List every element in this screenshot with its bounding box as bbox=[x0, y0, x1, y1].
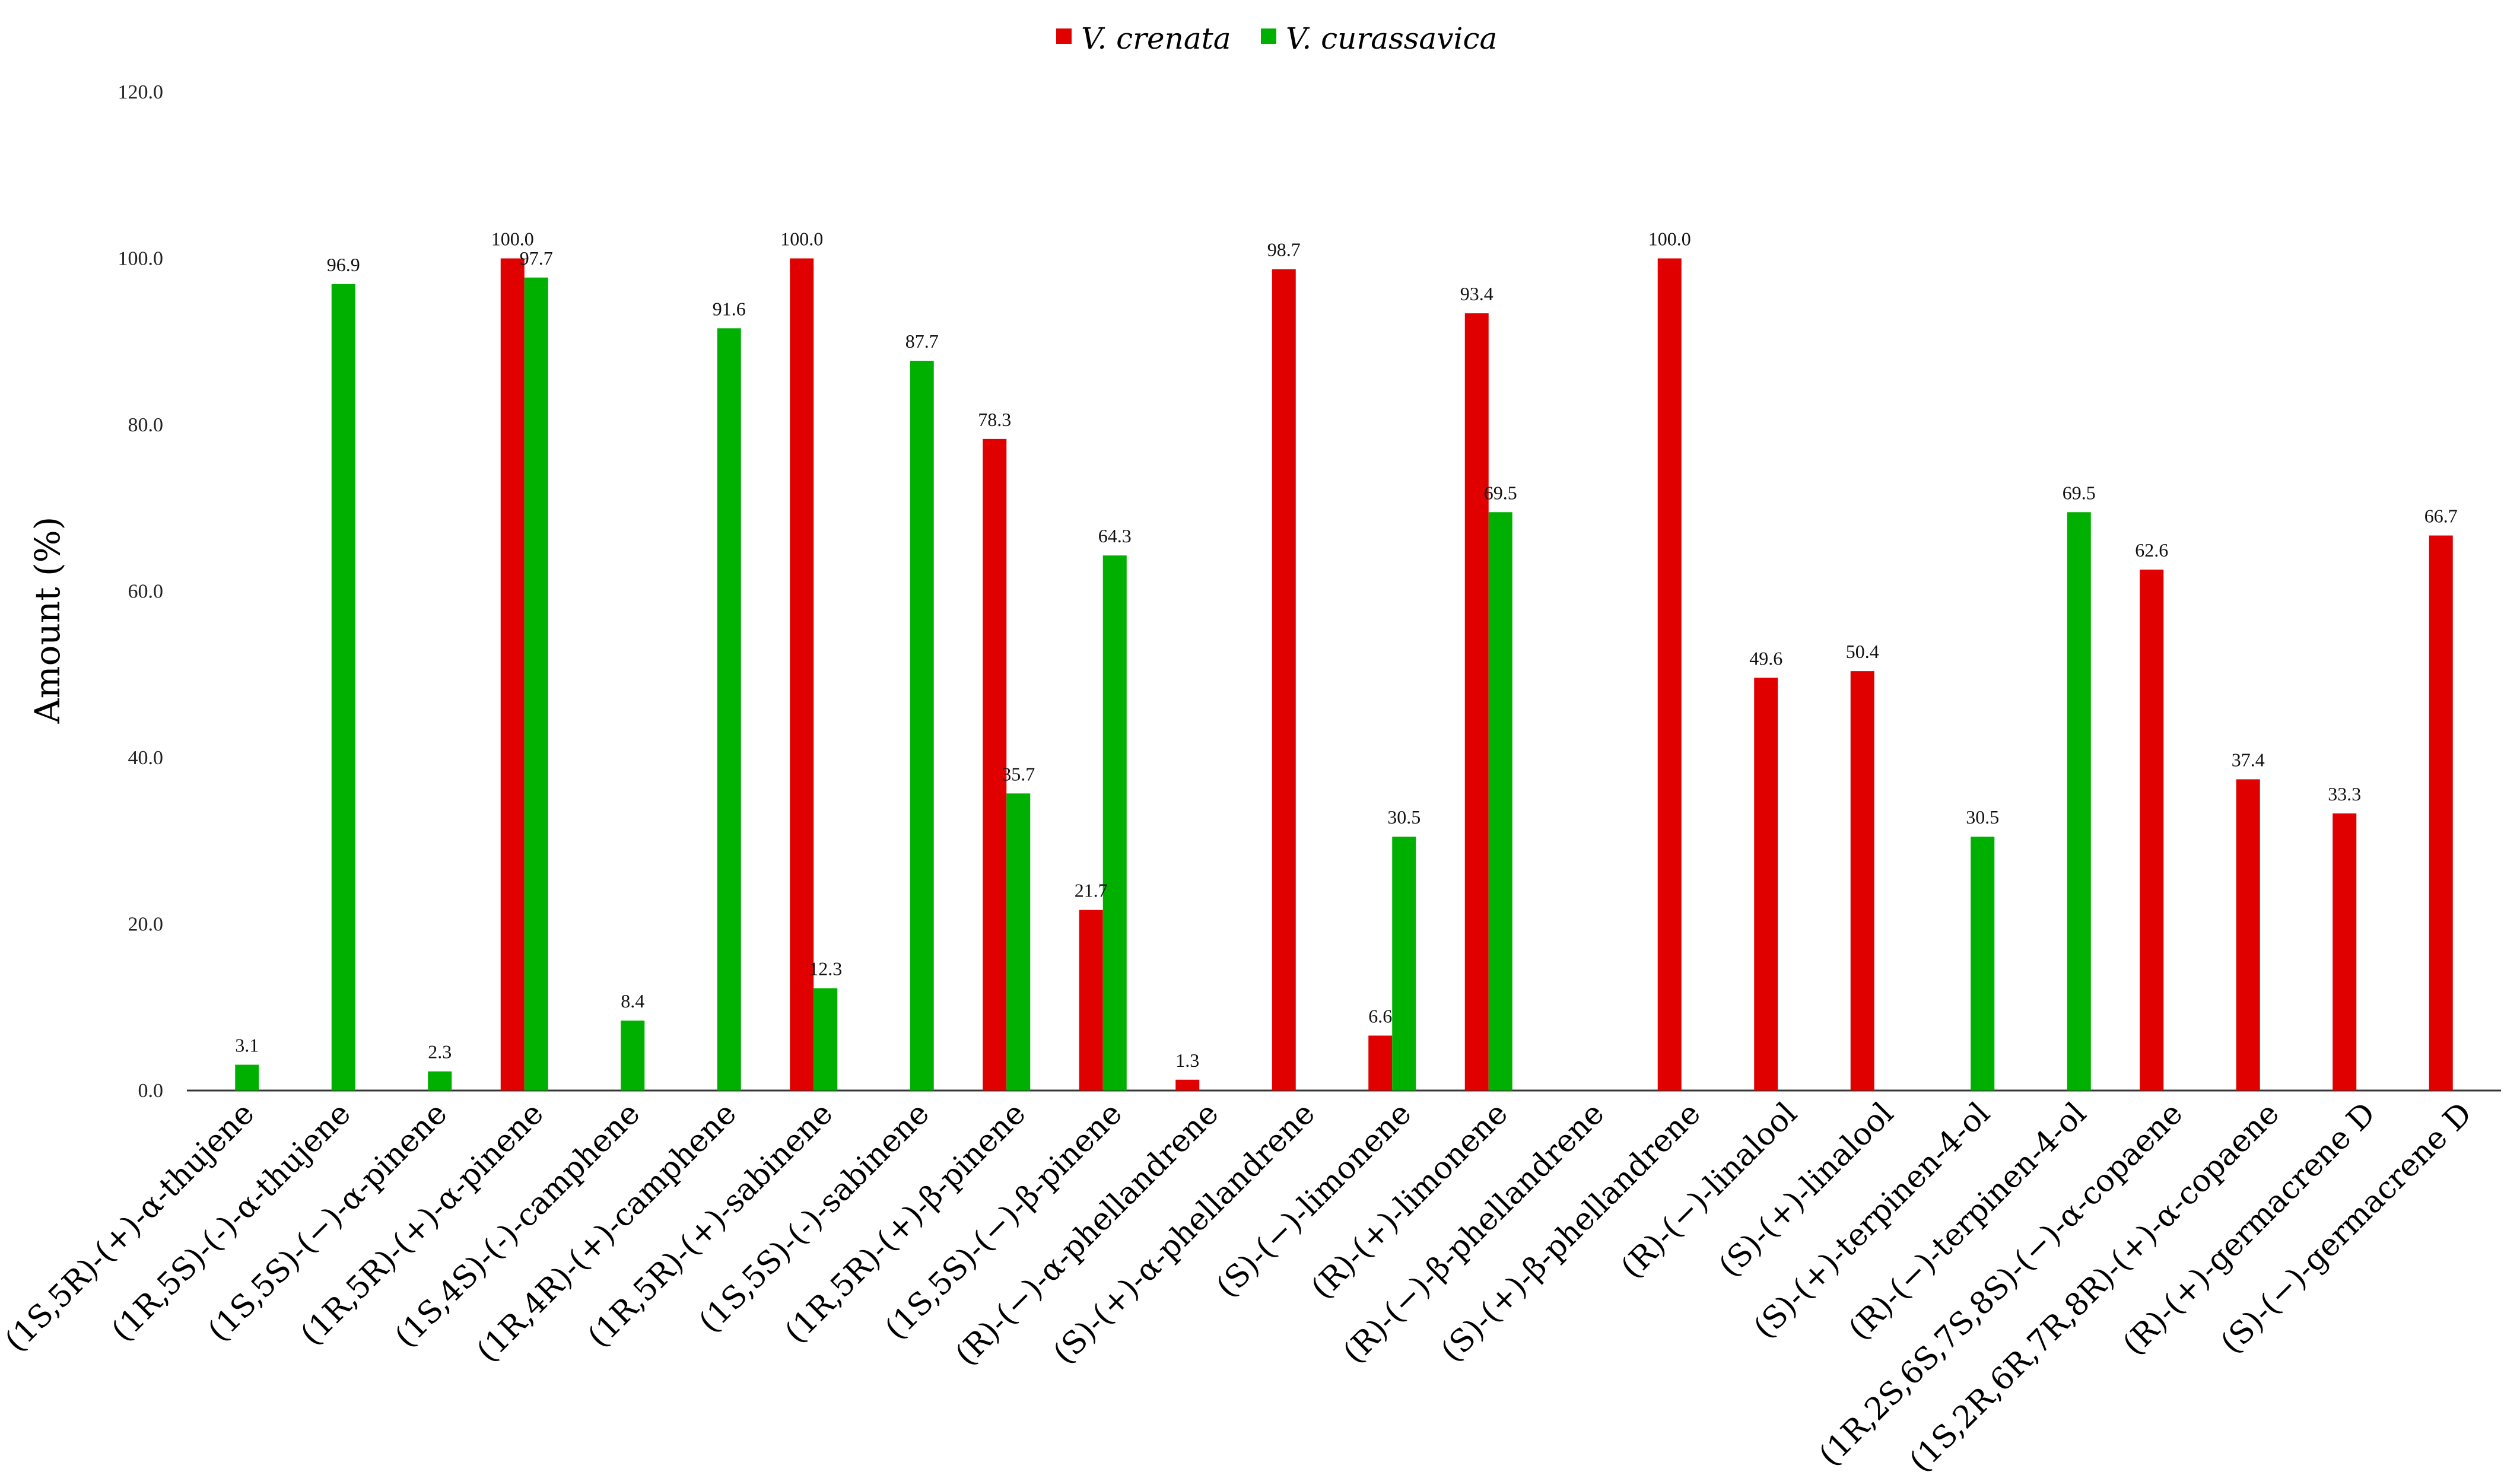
bar-curassavica bbox=[1102, 555, 1127, 1091]
y-tick-label: 120.0 bbox=[118, 81, 164, 103]
bar-crenata bbox=[1754, 678, 1778, 1091]
data-label: 21.7 bbox=[1075, 880, 1108, 901]
data-label: 33.3 bbox=[2328, 783, 2361, 805]
y-tick-label: 80.0 bbox=[128, 414, 164, 436]
bars bbox=[235, 258, 2453, 1091]
bar-curassavica bbox=[621, 1021, 645, 1091]
bar-crenata bbox=[1272, 269, 1296, 1091]
data-label: 69.5 bbox=[1484, 482, 1517, 503]
y-tick-label: 60.0 bbox=[128, 581, 164, 603]
bar-crenata bbox=[1079, 910, 1103, 1091]
data-label: 30.5 bbox=[1387, 806, 1421, 828]
bar-curassavica bbox=[235, 1064, 259, 1091]
bar-curassavica bbox=[1971, 837, 1995, 1091]
legend-swatch bbox=[1056, 28, 1072, 44]
bar-crenata bbox=[500, 258, 525, 1091]
data-label: 3.1 bbox=[235, 1035, 259, 1056]
data-label: 100.0 bbox=[780, 228, 823, 250]
data-label: 35.7 bbox=[1002, 763, 1035, 784]
bar-curassavica bbox=[1392, 837, 1416, 1091]
category-labels: (1S,5R)-(+)-α-thujene(1R,5S)-(-)-α-thuje… bbox=[0, 1096, 2479, 1475]
data-label: 66.7 bbox=[2424, 506, 2458, 527]
data-label: 69.5 bbox=[2063, 482, 2096, 503]
data-label: 6.6 bbox=[1368, 1005, 1392, 1026]
data-label: 100.0 bbox=[1648, 228, 1691, 250]
data-label: 37.4 bbox=[2232, 749, 2265, 770]
bar-crenata bbox=[983, 438, 1007, 1091]
data-label: 78.3 bbox=[978, 409, 1011, 430]
y-axis-ticks: 0.0 20.0 40.0 60.0 80.0 100.0 120.0 bbox=[118, 81, 164, 1102]
data-label: 97.7 bbox=[520, 247, 553, 269]
data-label: 93.4 bbox=[1460, 283, 1493, 304]
legend-label: V. crenata bbox=[1081, 21, 1231, 56]
bar-curassavica bbox=[910, 361, 934, 1091]
data-label: 8.4 bbox=[621, 990, 644, 1012]
data-label: 91.6 bbox=[713, 298, 746, 319]
category-label: (R)-(−)-linalool bbox=[1614, 1096, 1804, 1286]
bar-crenata bbox=[2332, 813, 2357, 1091]
data-label: 87.7 bbox=[905, 330, 939, 352]
bar-crenata bbox=[1464, 313, 1489, 1091]
bar-curassavica bbox=[1488, 512, 1512, 1091]
data-label: 62.6 bbox=[2135, 539, 2168, 561]
data-label: 12.3 bbox=[809, 958, 842, 979]
legend-label: V. curassavica bbox=[1286, 21, 1497, 56]
y-tick-label: 20.0 bbox=[128, 914, 164, 936]
bar-crenata bbox=[1175, 1079, 1200, 1091]
data-label: 50.4 bbox=[1846, 641, 1879, 662]
data-labels: 3.196.92.3100.097.78.491.6100.012.387.77… bbox=[235, 228, 2458, 1071]
bar-crenata bbox=[790, 258, 814, 1091]
bar-curassavica bbox=[428, 1071, 452, 1091]
bar-curassavica bbox=[1006, 793, 1031, 1091]
category-label: (S)-(+)-linalool bbox=[1712, 1096, 1901, 1285]
y-tick-label: 100.0 bbox=[118, 248, 164, 270]
data-label: 30.5 bbox=[1966, 806, 1999, 828]
bar-crenata bbox=[1657, 258, 1682, 1091]
bar-curassavica bbox=[813, 988, 838, 1091]
data-label: 96.9 bbox=[327, 254, 360, 275]
bar-crenata bbox=[2429, 535, 2453, 1091]
data-label: 1.3 bbox=[1175, 1050, 1199, 1071]
bar-curassavica bbox=[717, 328, 741, 1091]
data-label: 49.6 bbox=[1749, 647, 1782, 669]
y-axis-label: Amount (%) bbox=[27, 517, 68, 724]
y-tick-label: 0.0 bbox=[138, 1080, 164, 1102]
legend: V. crenata V. curassavica bbox=[1056, 21, 1497, 56]
bar-crenata bbox=[2236, 779, 2260, 1091]
bar-crenata bbox=[2140, 570, 2164, 1091]
data-label: 98.7 bbox=[1267, 239, 1301, 260]
bar-crenata bbox=[1850, 671, 1874, 1091]
y-tick-label: 40.0 bbox=[128, 747, 164, 769]
data-label: 2.3 bbox=[428, 1041, 452, 1063]
data-label: 100.0 bbox=[491, 228, 534, 250]
bar-curassavica bbox=[524, 277, 548, 1091]
legend-swatch bbox=[1261, 28, 1276, 44]
data-label: 64.3 bbox=[1098, 525, 1132, 546]
bar-crenata bbox=[1368, 1035, 1393, 1091]
bar-curassavica bbox=[2067, 512, 2091, 1091]
bar-curassavica bbox=[331, 284, 355, 1091]
